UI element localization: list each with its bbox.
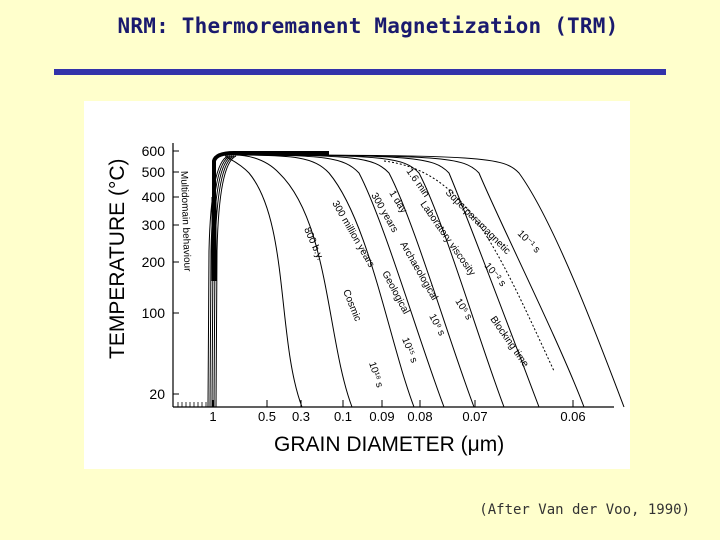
curve-label-cosmic: Cosmic — [340, 288, 363, 323]
x-tick-label: 1 — [209, 409, 216, 424]
slide-title: NRM: Thermoremanent Magnetization (TRM) — [117, 14, 619, 38]
x-tick-label: 0.09 — [369, 409, 394, 424]
y-tick-label: 400 — [142, 189, 166, 205]
curve-label-800by: 800 b.y. — [301, 226, 325, 262]
chart-svg: 600 500 400 300 200 100 20 1 0.5 0.3 0.1 0.09 0.08 0… — [106, 143, 625, 456]
curve-label-1e-2s: 10⁻² s — [482, 261, 508, 289]
x-tick-label: 0.3 — [292, 409, 310, 424]
x-tick-label: 0.07 — [462, 409, 487, 424]
title-rule — [54, 69, 666, 75]
x-tick-label: 0.1 — [334, 409, 352, 424]
curve-label-1e9s: 10⁹ s — [426, 312, 447, 338]
blocking-time-curve — [383, 160, 555, 372]
curve-label-blocking-time: Blocking time — [488, 314, 531, 369]
curve-label-1e15s: 10¹⁵ s — [399, 336, 419, 365]
curve-800by — [225, 154, 303, 408]
curve-1e15s — [233, 154, 475, 408]
curve-1e-1s — [233, 154, 625, 408]
y-tick-label: 100 — [142, 305, 166, 321]
curve-label-archaeological: Archaeological — [397, 240, 439, 302]
curve-label-1e-1s: 10⁻¹ s — [515, 228, 542, 255]
curve-1e18s — [233, 154, 445, 408]
x-tick-label: 0.08 — [407, 409, 432, 424]
curve-label-multidomain: Multidomain behaviour — [178, 171, 193, 273]
curve-label-300my: 300 million years — [329, 199, 376, 269]
y-tick-label: 20 — [149, 386, 165, 402]
source-credit: (After Van der Voo, 1990) — [479, 502, 690, 518]
y-tick-label: 500 — [142, 164, 166, 180]
y-tick-label: 600 — [142, 143, 166, 159]
chart-figure: 600 500 400 300 200 100 20 1 0.5 0.3 0.1 0.09 0.08 0… — [84, 101, 630, 469]
curve-label-1e5s: 10⁵ s — [452, 297, 474, 322]
x-axis-label: GRAIN DIAMETER (μm) — [274, 433, 504, 456]
y-tick-label: 200 — [142, 254, 166, 270]
x-tick-label: 0.5 — [258, 409, 276, 424]
y-axis-label: TEMPERATURE (°C) — [106, 158, 129, 359]
curve-label-1e18s: 10¹⁸ s — [366, 361, 385, 390]
plateau-curve — [212, 151, 329, 197]
curve-300my — [233, 154, 353, 408]
curve-cosmic — [233, 154, 415, 408]
y-tick-label: 300 — [142, 217, 166, 233]
x-tick-label: 0.06 — [560, 409, 585, 424]
multidomain-curve — [215, 155, 237, 408]
